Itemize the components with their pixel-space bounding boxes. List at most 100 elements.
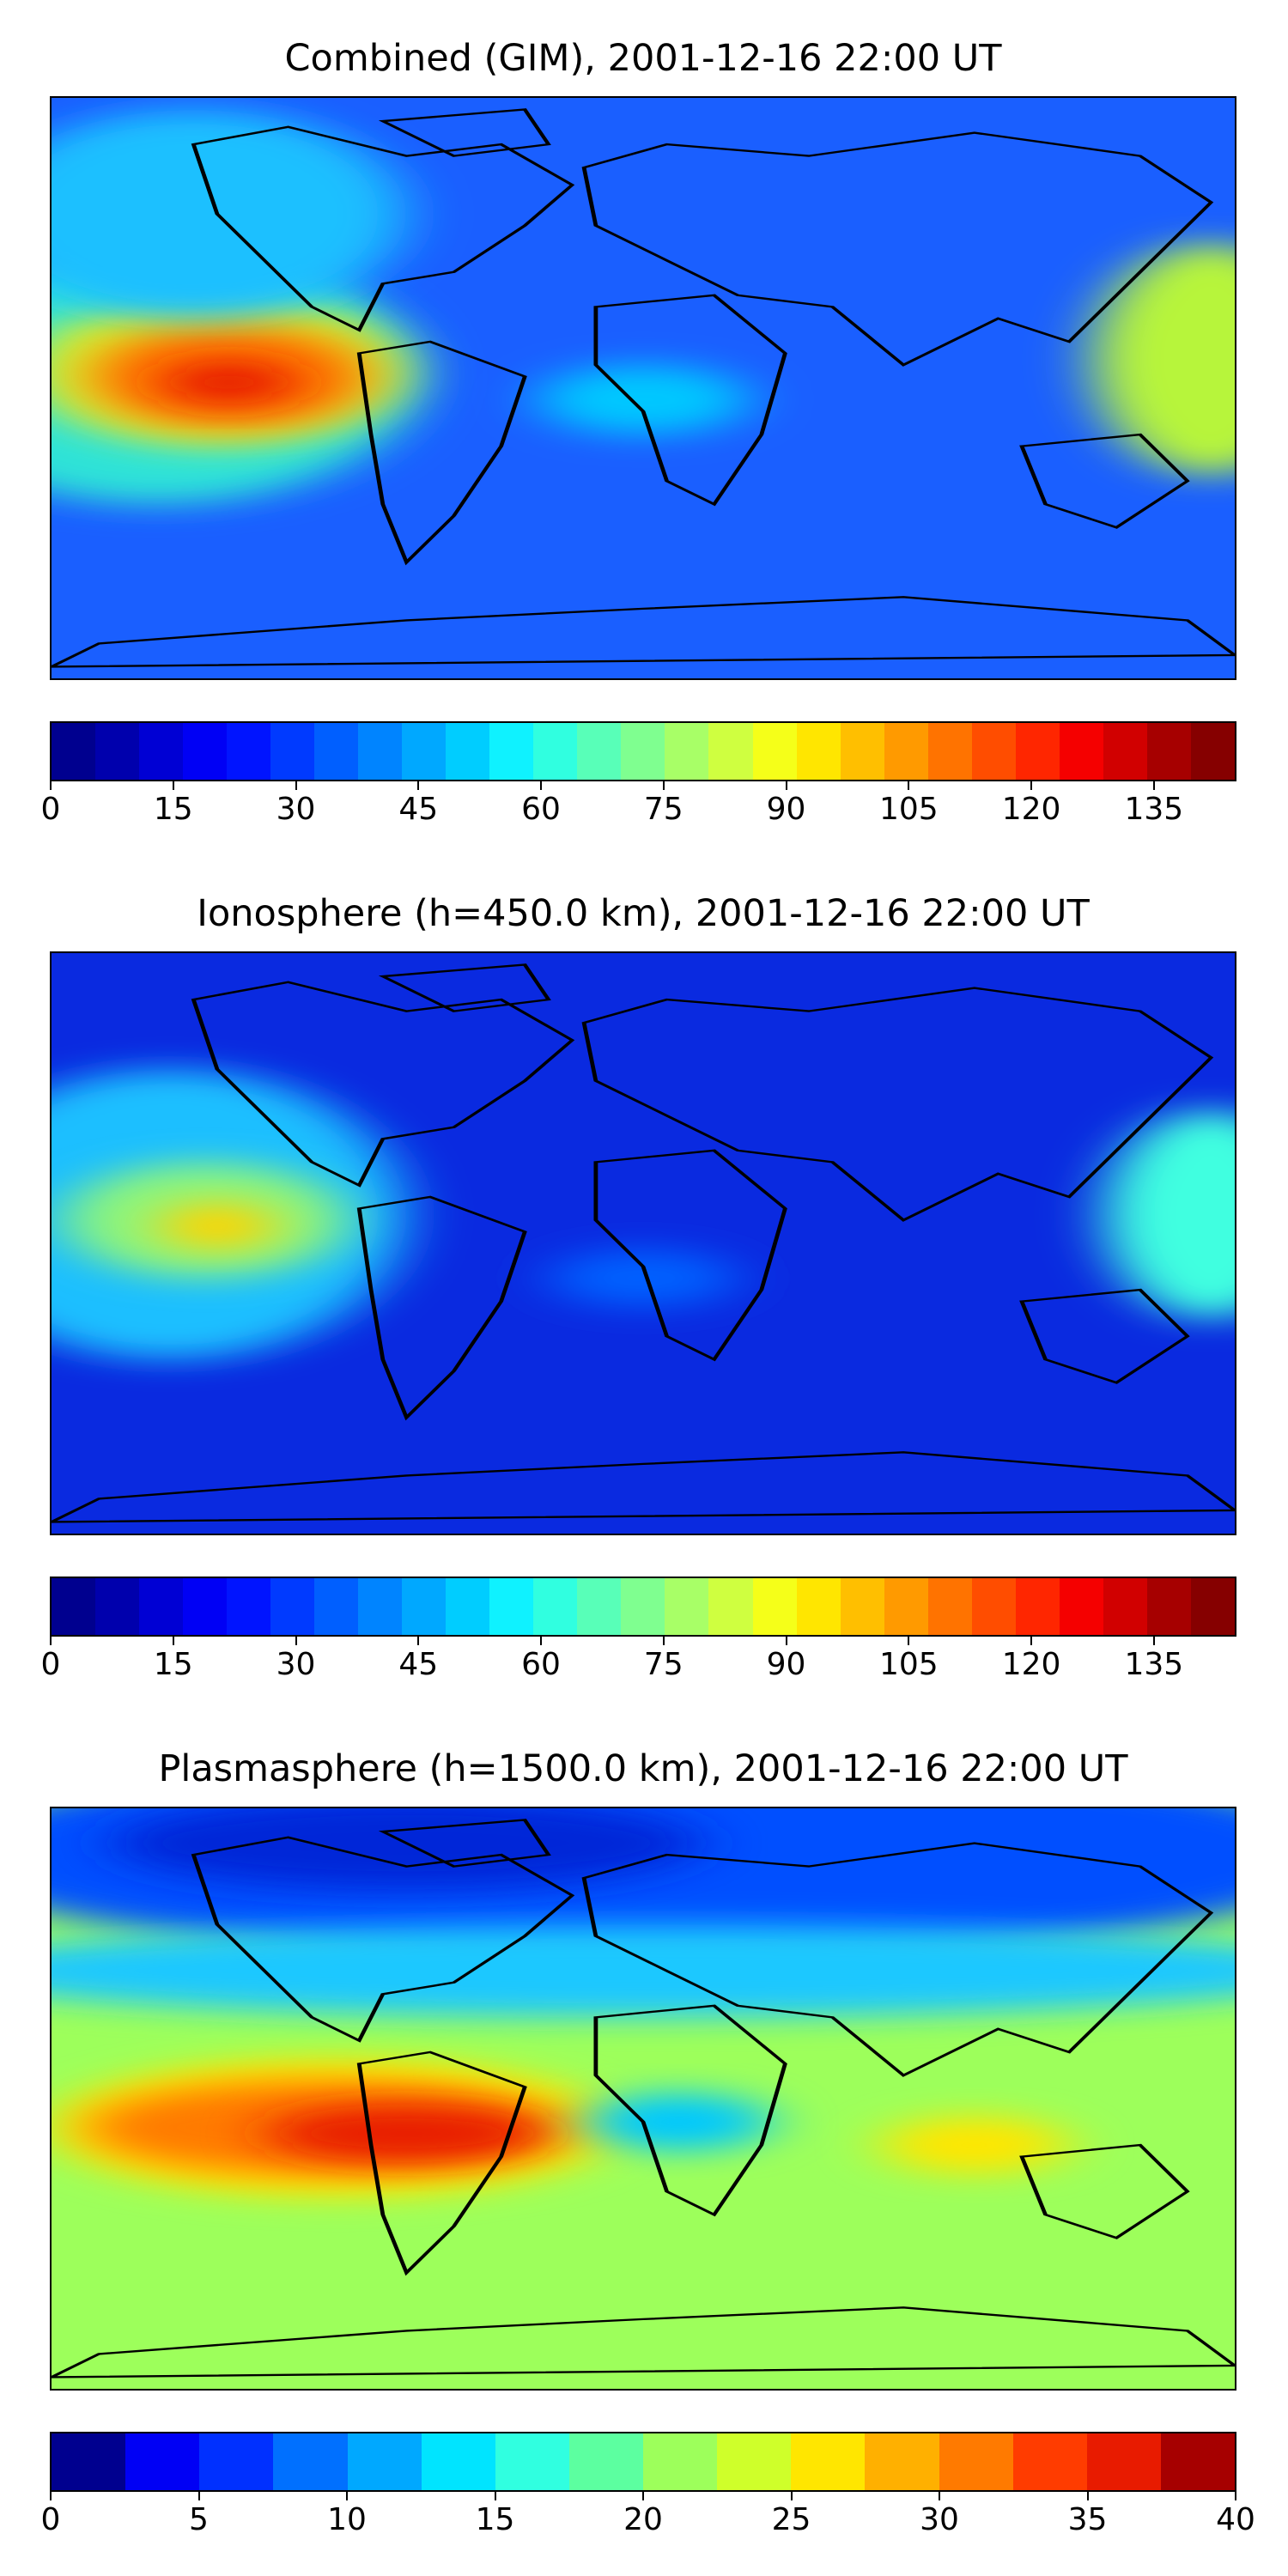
colorbar-tick: [197, 2492, 200, 2500]
colorbar-swatch: [884, 1578, 928, 1635]
colorbar-swatch: [270, 723, 315, 780]
tec-contour-region: [111, 1808, 702, 1890]
coastline: [191, 981, 575, 1188]
colorbar-swatch: [939, 2433, 1013, 2490]
map-ionosphere: [50, 951, 1236, 1535]
colorbar-tick: [1086, 2492, 1089, 2500]
colorbar-swatch: [421, 2433, 495, 2490]
coastline: [356, 1195, 527, 1421]
colorbar-swatch: [752, 723, 797, 780]
colorbar-swatch: [796, 1578, 841, 1635]
colorbar-tick: [785, 1637, 787, 1645]
colorbar-swatch: [840, 1578, 884, 1635]
tec-contour-region: [879, 2116, 1070, 2174]
coastline: [581, 987, 1214, 1222]
colorbar-swatch: [495, 2433, 569, 2490]
map-svg-combined: [52, 98, 1235, 678]
colorbar-swatch: [95, 1578, 140, 1635]
colorbar-swatch: [446, 723, 490, 780]
colorbar-tick: [785, 781, 787, 790]
colorbar-swatch: [489, 723, 534, 780]
colorbar-tick: [50, 781, 52, 790]
colorbar-swatch: [971, 1578, 1016, 1635]
colorbar-tick-label: 60: [521, 1647, 561, 1682]
panel-title-plasmasphere: Plasmasphere (h=1500.0 km), 2001-12-16 2…: [158, 1747, 1128, 1790]
coastline: [1019, 2143, 1190, 2239]
colorbar-tick: [50, 1637, 52, 1645]
colorbar-swatch: [95, 723, 140, 780]
colorbar-swatch: [865, 2433, 939, 2490]
colorbar-tick: [417, 1637, 420, 1645]
colorbar-tick: [172, 781, 174, 790]
colorbar-tick: [346, 2492, 348, 2500]
colorbar-swatch: [125, 2433, 200, 2490]
coastline: [356, 340, 527, 566]
colorbar-swatch: [1160, 2433, 1235, 2490]
coastline: [191, 1836, 575, 2043]
colorbar-tick-label: 10: [327, 2502, 367, 2537]
colorbar-tick-label: 15: [153, 1647, 193, 1682]
colorbar-tick-label: 90: [766, 792, 806, 827]
tec-contour-region: [158, 1202, 276, 1249]
colorbar-tick-label: 30: [276, 1647, 316, 1682]
coastline: [191, 125, 575, 332]
colorbar-tick: [540, 781, 543, 790]
coastline: [378, 108, 551, 157]
colorbar-tick: [642, 2492, 644, 2500]
colorbar-tick-label: 30: [276, 792, 316, 827]
colorbar-tick-label: 90: [766, 1647, 806, 1682]
colorbar-swatch: [643, 2433, 718, 2490]
coastline: [593, 1149, 787, 1362]
colorbar-swatch: [402, 1578, 447, 1635]
tec-contour-region: [158, 359, 301, 406]
colorbar-swatch: [273, 2433, 348, 2490]
colorbar-swatch: [358, 1578, 403, 1635]
colorbar-swatch: [665, 1578, 709, 1635]
colorbar-tick: [908, 781, 910, 790]
colorbar-swatch: [533, 723, 578, 780]
colorbar-swatch: [139, 723, 184, 780]
colorbar-tick-label: 40: [1216, 2502, 1255, 2537]
colorbar-tick-label: 75: [643, 792, 683, 827]
colorbar-tick: [540, 1637, 543, 1645]
colorbar-tick-label: 0: [40, 2502, 61, 2537]
colorbar-tick-label: 5: [189, 2502, 209, 2537]
tec-contour-region: [52, 109, 407, 319]
coastline: [52, 2306, 1235, 2379]
colorbar-tick-label: 15: [475, 2502, 515, 2537]
colorbar-swatch: [52, 2433, 126, 2490]
colorbar-combined: [50, 721, 1236, 781]
map-svg-ionosphere: [52, 953, 1235, 1534]
colorbar-tick: [295, 781, 297, 790]
colorbar-swatch: [347, 2433, 422, 2490]
colorbar-tick-label: 135: [1124, 792, 1184, 827]
colorbar-swatch: [227, 1578, 271, 1635]
coastline: [1019, 433, 1190, 529]
colorbar-swatch: [971, 723, 1016, 780]
coastline: [581, 131, 1214, 367]
colorbar-tick: [790, 2492, 793, 2500]
colorbar-tick-label: 15: [153, 792, 193, 827]
colorbar-swatch: [621, 1578, 665, 1635]
colorbar-swatch: [533, 1578, 578, 1635]
map-svg-plasmasphere: [52, 1808, 1235, 2389]
colorbar-swatch: [1015, 1578, 1060, 1635]
colorbar-tick: [662, 1637, 665, 1645]
colorbar-swatch: [199, 2433, 274, 2490]
colorbar-swatch: [183, 1578, 228, 1635]
colorbar-swatch: [717, 2433, 792, 2490]
colorbar-swatch: [183, 723, 228, 780]
tec-contour-region: [1104, 1109, 1235, 1319]
colorbar-swatch: [1146, 723, 1191, 780]
colorbar-tick-label: 120: [1001, 792, 1061, 827]
colorbar-swatch: [52, 1578, 96, 1635]
colorbar-tick-label: 120: [1001, 1647, 1061, 1682]
colorbar-tick-label: 105: [878, 1647, 939, 1682]
coastline: [593, 294, 787, 507]
colorbar-tick-label: 45: [398, 792, 439, 827]
colorbar-swatch: [1086, 2433, 1161, 2490]
tec-contour-region: [264, 2104, 549, 2163]
panel-title-ionosphere: Ionosphere (h=450.0 km), 2001-12-16 22:0…: [197, 892, 1090, 935]
colorbar-swatch: [489, 1578, 534, 1635]
